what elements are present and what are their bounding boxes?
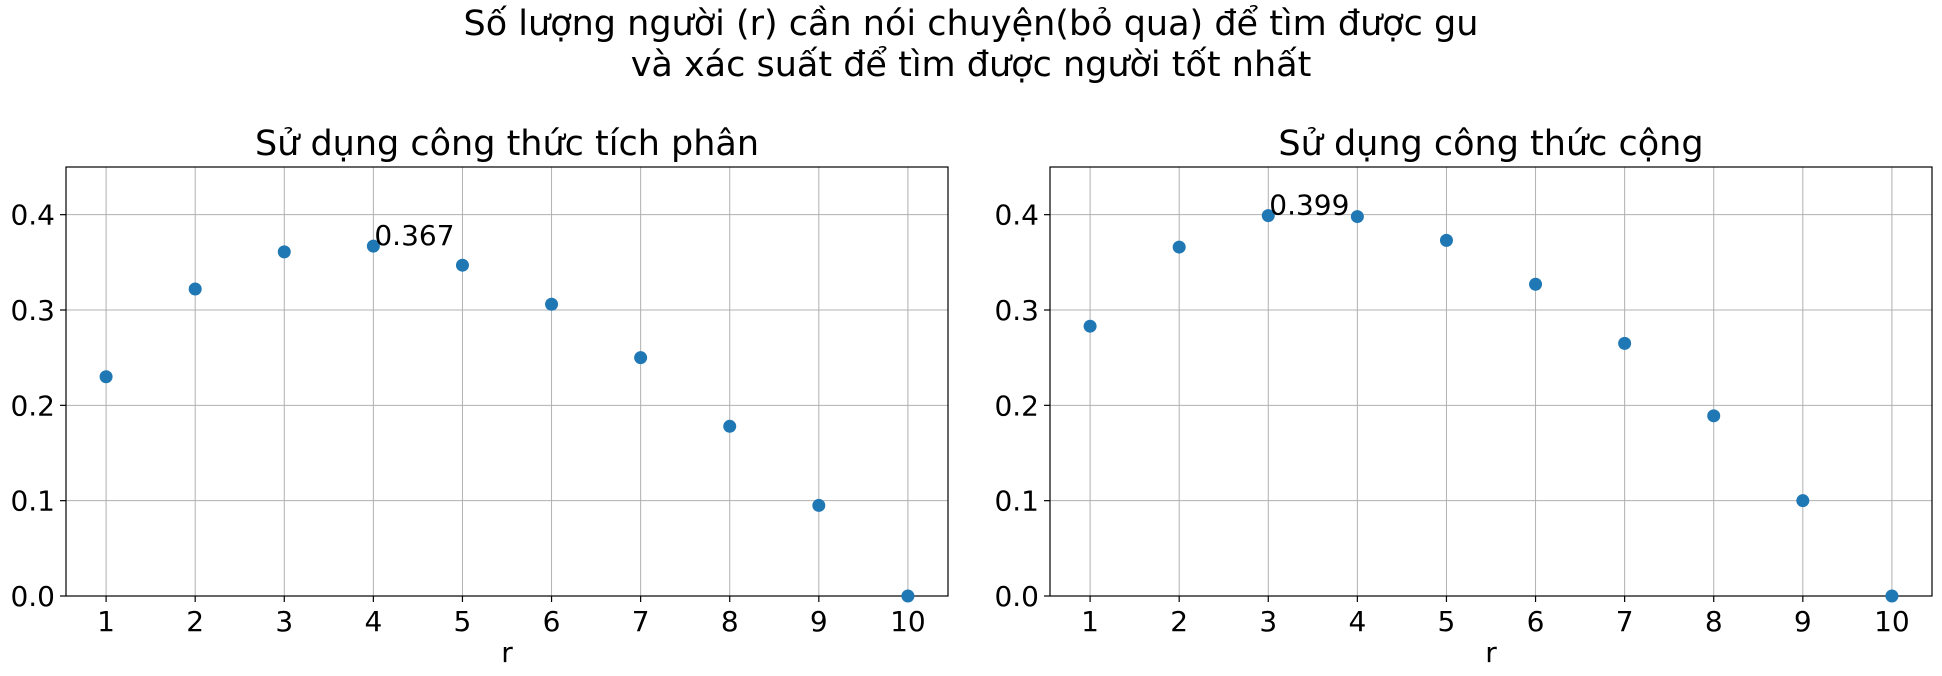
plot-area [66,167,948,596]
data-point [1618,336,1632,350]
x-tick-label: 9 [1794,605,1812,638]
x-tick-label: 3 [275,605,293,638]
y-tick-label: 0.4 [10,199,55,232]
y-tick-label: 0.3 [994,294,1039,327]
data-label: 0.367 [374,219,454,252]
axes-frame [1049,166,1933,597]
y-tick-label: 0.1 [994,485,1039,518]
data-point [1707,409,1721,423]
data-point [1261,209,1275,223]
x-tick-label: 1 [1081,605,1099,638]
data-point [634,351,648,365]
chart-title: Sử dụng công thức cộng [1278,124,1703,164]
y-tick-label: 0.0 [994,580,1039,613]
data-point [99,370,113,384]
x-tick-label: 3 [1259,605,1277,638]
x-tick-label: 1 [97,605,115,638]
plot-area [1050,167,1932,596]
data-point [901,589,915,603]
chart-panel-1: 1 2 3 4 5 6 7 8 9 10 0.0 0.1 0.2 0.3 0.4 Sử dụng công t… [10,124,949,669]
data-point [366,239,380,253]
chart-panel-2: 1 2 3 4 5 6 7 8 9 10 0.0 0.1 0.2 0.3 0.4 Sử dụng công t… [994,124,1933,669]
data-point [1885,589,1899,603]
data-point [812,498,826,512]
x-tick-label: 7 [1616,605,1634,638]
x-tick-label: 5 [1438,605,1456,638]
x-tick-label: 6 [543,605,561,638]
figure-title: Số lượng người (r) cần nói chuyện(bỏ qua… [0,4,1942,86]
x-tick-label: 2 [186,605,204,638]
data-point [188,282,202,296]
y-tick-label: 0.4 [994,199,1039,232]
data-point [545,297,559,311]
data-point [1350,210,1364,224]
x-tick-label: 4 [364,605,382,638]
x-tick-label: 10 [890,605,926,638]
axes-frame [65,166,949,597]
x-tick-label: 2 [1170,605,1188,638]
data-point [1796,494,1810,508]
x-tick-label: 6 [1527,605,1545,638]
data-point [723,419,737,433]
chart-title: Sử dụng công thức tích phân [255,124,759,164]
data-point [455,258,469,272]
x-axis-label: r [501,636,513,669]
y-tick-label: 0.2 [10,389,55,422]
y-tick-label: 0.1 [10,485,55,518]
x-tick-label: 8 [721,605,739,638]
data-point [1172,240,1186,254]
x-tick-label: 4 [1348,605,1366,638]
x-tick-label: 10 [1874,605,1910,638]
x-axis-label: r [1485,636,1497,669]
y-tick-label: 0.2 [994,389,1039,422]
data-point [1529,277,1543,291]
figure-title-line-2: và xác suất để tìm được người tốt nhất [630,45,1312,85]
x-tick-label: 9 [810,605,828,638]
data-label: 0.399 [1269,189,1349,222]
x-tick-label: 5 [454,605,472,638]
data-point [277,245,291,259]
x-tick-label: 7 [632,605,650,638]
y-tick-label: 0.0 [10,580,55,613]
x-tick-label: 8 [1705,605,1723,638]
data-point [1083,319,1097,333]
data-point [1439,233,1453,247]
y-tick-label: 0.3 [10,294,55,327]
figure-title-line-1: Số lượng người (r) cần nói chuyện(bỏ qua… [463,4,1479,44]
